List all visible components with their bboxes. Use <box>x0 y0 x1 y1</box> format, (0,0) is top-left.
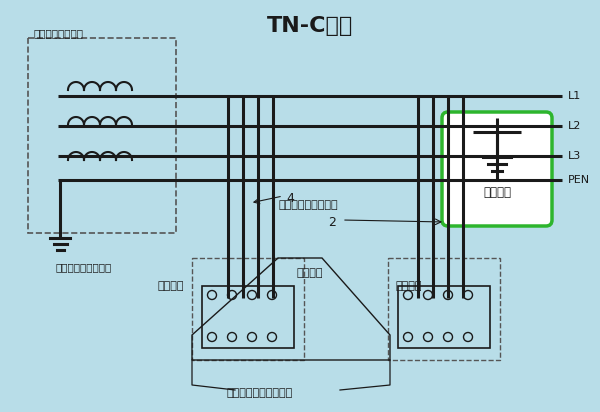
Text: L3: L3 <box>568 151 581 161</box>
Text: 用电设备: 用电设备 <box>157 281 184 291</box>
Text: L2: L2 <box>568 121 581 131</box>
Text: 电力变压器就近接地: 电力变压器就近接地 <box>56 262 112 272</box>
Text: 电源入户: 电源入户 <box>297 268 323 278</box>
Text: TN-C系统: TN-C系统 <box>267 16 353 36</box>
Text: PEN: PEN <box>568 175 590 185</box>
Text: 重复接地: 重复接地 <box>483 186 511 199</box>
Text: 三相四线制电源电缆: 三相四线制电源电缆 <box>278 200 338 210</box>
Text: 电力变压器低压侧: 电力变压器低压侧 <box>34 28 84 38</box>
Text: 用电设备外露导电部分: 用电设备外露导电部分 <box>227 388 293 398</box>
Text: 用电设备: 用电设备 <box>396 281 422 291</box>
FancyBboxPatch shape <box>442 112 552 226</box>
Text: 4: 4 <box>286 192 294 205</box>
Text: 2: 2 <box>328 216 336 229</box>
Text: L1: L1 <box>568 91 581 101</box>
